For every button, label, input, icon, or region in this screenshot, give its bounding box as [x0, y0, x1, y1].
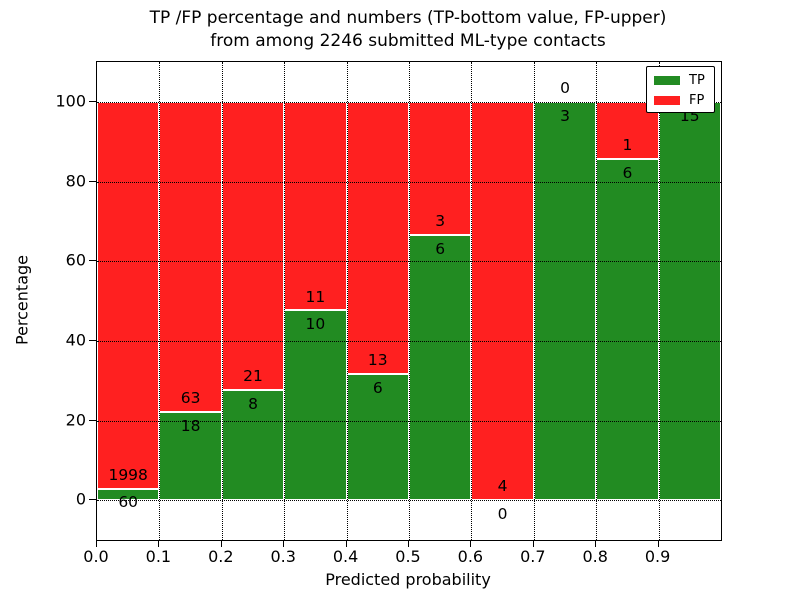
bar-label-tp: 6: [435, 239, 446, 258]
x-tick: [408, 540, 409, 547]
x-tick-label: 0.8: [582, 547, 608, 566]
y-tick: [89, 100, 96, 102]
chart-title-line1: TP /FP percentage and numbers (TP-bottom…: [149, 8, 667, 28]
bar-segment-tp: [409, 234, 472, 501]
y-axis-label: Percentage: [12, 254, 32, 346]
bar-segment-tp: [346, 374, 409, 501]
bar-label-fp: 0: [560, 78, 570, 97]
legend-label-tp: TP: [689, 72, 705, 88]
x-tick-label: 0.9: [644, 547, 671, 566]
x-tick-label: 0.4: [332, 547, 359, 566]
legend-item-tp: TP: [654, 72, 714, 88]
x-tick: [595, 540, 597, 547]
bar-segment-fp: [409, 101, 472, 235]
legend-label-fp: FP: [689, 92, 705, 108]
x-tick-label: 0.3: [270, 547, 296, 566]
gridline-v: [284, 62, 286, 540]
gridline-v: [596, 62, 598, 540]
bar-label-tp: 6: [372, 379, 383, 398]
gridline-v: [159, 62, 161, 540]
y-tick-label: 80: [65, 171, 86, 190]
y-tick-label: 0: [75, 489, 86, 509]
bar-label-tp: 8: [248, 395, 258, 414]
bar-label-fp: 21: [243, 367, 263, 386]
x-tick-label: 0.5: [395, 547, 421, 566]
x-tick: [283, 540, 285, 547]
bar-segment-tp: [97, 488, 160, 501]
y-tick: [89, 260, 96, 262]
x-tick-label: 0.6: [457, 547, 484, 566]
bar-segment-tp: [533, 101, 597, 501]
fp-color-swatch: [654, 95, 680, 105]
bar-segment-fp: [159, 101, 222, 412]
bar-segment-fp: [284, 101, 347, 311]
x-tick-label: 0.2: [208, 547, 234, 566]
gridline-v: [471, 62, 473, 540]
x-tick: [220, 540, 222, 547]
legend-item-fp: FP: [654, 92, 714, 108]
bar-label-tp: 6: [622, 163, 633, 182]
bar-segment-fp: [221, 101, 285, 391]
plot-area: 1998606318218111013636400316015: [96, 61, 722, 541]
bar-label-fp: 11: [305, 287, 326, 306]
bar-segment-fp: [471, 101, 534, 501]
bar-segment-tp: [596, 158, 659, 501]
legend: TP FP: [646, 66, 715, 113]
x-tick-label: 0.7: [520, 547, 546, 566]
x-tick: [96, 540, 97, 547]
gridline-v: [409, 62, 410, 540]
x-tick: [470, 540, 472, 547]
bar-label-fp: 63: [180, 388, 201, 407]
x-tick: [657, 540, 659, 547]
bar-label-tp: 10: [305, 315, 326, 334]
gridline-v: [346, 62, 348, 540]
bar-segment-tp: [658, 101, 721, 501]
y-tick-label: 100: [55, 91, 86, 111]
tp-color-swatch: [654, 75, 680, 85]
y-tick-label: 20: [65, 410, 86, 429]
chart-title: TP /FP percentage and numbers (TP-bottom…: [96, 7, 720, 53]
bar-label-fp: 3: [435, 211, 446, 230]
y-tick-label: 40: [65, 330, 86, 350]
bar-label-tp: 3: [560, 106, 570, 125]
bar-label-fp: 13: [367, 351, 388, 370]
y-tick: [89, 419, 96, 421]
bar-label-tp: 18: [180, 416, 201, 435]
bar-label-fp: 1998: [108, 465, 148, 484]
y-tick: [89, 499, 96, 501]
y-tick-label: 60: [65, 250, 86, 270]
x-tick: [532, 540, 534, 547]
bar-segment-fp: [346, 101, 409, 375]
bar-label-fp: 1: [622, 135, 633, 154]
bar-segment-fp: [97, 101, 160, 489]
gridline-v: [221, 62, 223, 540]
x-axis-label: Predicted probability: [325, 570, 491, 589]
bar-label-fp: 4: [497, 477, 508, 496]
y-tick: [89, 180, 96, 182]
bar-segment-tp: [159, 411, 222, 501]
gridline-v: [658, 62, 660, 540]
x-tick-label: 0.1: [145, 547, 172, 566]
bar-segment-tp: [284, 310, 347, 501]
x-tick: [345, 540, 347, 547]
x-tick-label: 0.0: [83, 547, 109, 566]
bar-label-tp: 0: [497, 505, 508, 524]
y-tick: [89, 339, 96, 341]
chart-title-line2: from among 2246 submitted ML-type contac…: [210, 30, 606, 51]
bar-label-tp: 60: [118, 493, 139, 512]
x-tick: [158, 540, 160, 547]
gridline-v: [533, 62, 535, 540]
